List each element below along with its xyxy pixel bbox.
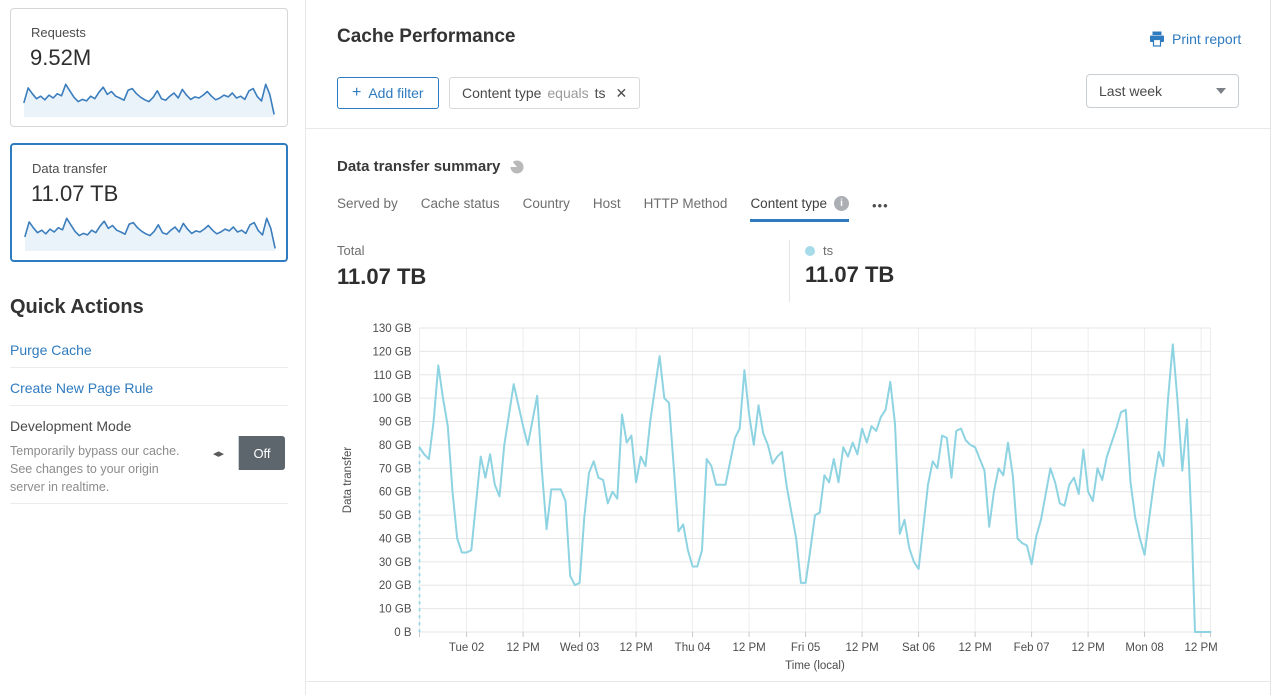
print-report-label: Print report bbox=[1172, 31, 1242, 47]
printer-icon bbox=[1150, 31, 1164, 47]
svg-text:Time (local): Time (local) bbox=[785, 660, 845, 672]
svg-text:12 PM: 12 PM bbox=[619, 642, 652, 654]
purge-cache-link[interactable]: Purge Cache bbox=[10, 342, 92, 358]
legend-series-name: ts bbox=[823, 243, 834, 258]
development-mode-title: Development Mode bbox=[10, 418, 132, 434]
svg-text:Feb 07: Feb 07 bbox=[1014, 642, 1050, 654]
development-mode-toggle[interactable]: ◂▸ Off bbox=[199, 436, 285, 470]
svg-text:10 GB: 10 GB bbox=[379, 604, 412, 616]
svg-text:12 PM: 12 PM bbox=[845, 642, 878, 654]
more-tabs-icon[interactable]: ••• bbox=[872, 198, 889, 213]
data-transfer-sparkline bbox=[24, 217, 276, 251]
svg-text:12 PM: 12 PM bbox=[958, 642, 991, 654]
total-block: Total 11.07 TB bbox=[337, 243, 426, 290]
divider bbox=[10, 405, 288, 406]
page-title: Cache Performance bbox=[337, 26, 516, 47]
legend-series-value: 11.07 TB bbox=[805, 262, 895, 287]
requests-label: Requests bbox=[31, 25, 86, 40]
tab-served-by[interactable]: Served by bbox=[337, 196, 398, 211]
plus-icon: + bbox=[352, 84, 362, 101]
svg-text:80 GB: 80 GB bbox=[379, 440, 412, 452]
quick-actions-title: Quick Actions bbox=[10, 296, 144, 318]
data-transfer-label: Data transfer bbox=[32, 161, 108, 176]
total-label: Total bbox=[337, 243, 365, 258]
svg-text:0 B: 0 B bbox=[394, 627, 412, 639]
add-filter-label: Add filter bbox=[368, 85, 424, 101]
data-transfer-value: 11.07 TB bbox=[31, 181, 119, 206]
data-transfer-chart: 0 B 10 GB 20 GB 30 GB 40 GB 50 GB 60 GB 70 GB 80… bbox=[342, 323, 1218, 672]
remove-filter-icon[interactable]: ✕ bbox=[615, 84, 628, 101]
divider bbox=[306, 128, 1270, 129]
svg-text:20 GB: 20 GB bbox=[379, 580, 412, 592]
divider bbox=[1270, 0, 1271, 695]
tab-cache-status[interactable]: Cache status bbox=[420, 196, 500, 211]
svg-text:12 PM: 12 PM bbox=[1184, 642, 1217, 654]
svg-text:12 PM: 12 PM bbox=[732, 642, 765, 654]
stat-card-data-transfer[interactable]: Data transfer 11.07 TB bbox=[10, 143, 288, 262]
pie-chart-icon bbox=[510, 160, 524, 173]
svg-text:Tue 02: Tue 02 bbox=[449, 642, 484, 654]
svg-text:30 GB: 30 GB bbox=[379, 557, 412, 569]
main-content: Cache Performance Print report + Add fil… bbox=[306, 0, 1285, 695]
divider bbox=[10, 367, 288, 368]
create-page-rule-link[interactable]: Create New Page Rule bbox=[10, 380, 154, 396]
svg-text:40 GB: 40 GB bbox=[379, 533, 412, 545]
info-icon[interactable]: i bbox=[834, 196, 849, 211]
stat-card-requests[interactable]: Requests 9.52M bbox=[10, 8, 288, 127]
tab-host[interactable]: Host bbox=[592, 196, 621, 211]
svg-text:60 GB: 60 GB bbox=[379, 487, 412, 499]
filter-chip-content-type: Content type equals ts ✕ bbox=[449, 77, 641, 109]
filter-value: ts bbox=[594, 85, 606, 101]
toggle-arrows-icon: ◂▸ bbox=[212, 446, 225, 460]
svg-text:110 GB: 110 GB bbox=[373, 370, 411, 382]
legend-dot-icon bbox=[805, 245, 815, 256]
svg-text:70 GB: 70 GB bbox=[379, 463, 412, 475]
time-range-value: Last week bbox=[1099, 83, 1163, 99]
add-filter-button[interactable]: + Add filter bbox=[337, 77, 439, 109]
toggle-knob: ◂▸ bbox=[199, 436, 239, 470]
svg-text:Sat 06: Sat 06 bbox=[902, 642, 935, 654]
tab-country[interactable]: Country bbox=[522, 196, 570, 211]
filter-operator: equals bbox=[547, 85, 589, 101]
svg-text:130 GB: 130 GB bbox=[373, 323, 412, 335]
tab-content-type[interactable]: Content type i bbox=[750, 196, 849, 222]
chevron-down-icon bbox=[1216, 88, 1226, 94]
svg-text:Thu 04: Thu 04 bbox=[675, 642, 711, 654]
total-value: 11.07 TB bbox=[337, 264, 427, 289]
requests-sparkline bbox=[23, 83, 275, 117]
svg-text:90 GB: 90 GB bbox=[379, 417, 412, 429]
legend-ts: ts 11.07 TB bbox=[805, 243, 894, 288]
sidebar: Requests 9.52M Data transfer 11.07 TB Qu… bbox=[0, 0, 306, 695]
divider bbox=[789, 240, 790, 302]
svg-text:50 GB: 50 GB bbox=[379, 510, 412, 522]
svg-text:Fri 05: Fri 05 bbox=[791, 642, 820, 654]
divider bbox=[10, 503, 288, 504]
svg-text:100 GB: 100 GB bbox=[373, 393, 412, 405]
development-mode-description: Temporarily bypass our cache. See change… bbox=[10, 444, 180, 494]
print-report-button[interactable]: Print report bbox=[1149, 31, 1241, 47]
svg-text:12 PM: 12 PM bbox=[506, 642, 539, 654]
summary-title: Data transfer summary bbox=[337, 158, 501, 175]
svg-text:Wed 03: Wed 03 bbox=[560, 642, 599, 654]
summary-tabs: Served by Cache status Country Host HTTP… bbox=[337, 196, 889, 222]
divider bbox=[306, 681, 1270, 682]
filter-field: Content type bbox=[462, 85, 542, 101]
svg-text:12 PM: 12 PM bbox=[1071, 642, 1104, 654]
requests-value: 9.52M bbox=[30, 45, 92, 70]
tab-http-method[interactable]: HTTP Method bbox=[643, 196, 728, 211]
time-range-select[interactable]: Last week bbox=[1086, 74, 1239, 108]
svg-text:Mon 08: Mon 08 bbox=[1125, 642, 1163, 654]
toggle-state-label: Off bbox=[239, 436, 285, 470]
svg-text:Data transfer: Data transfer bbox=[342, 447, 354, 514]
svg-text:120 GB: 120 GB bbox=[373, 346, 412, 358]
